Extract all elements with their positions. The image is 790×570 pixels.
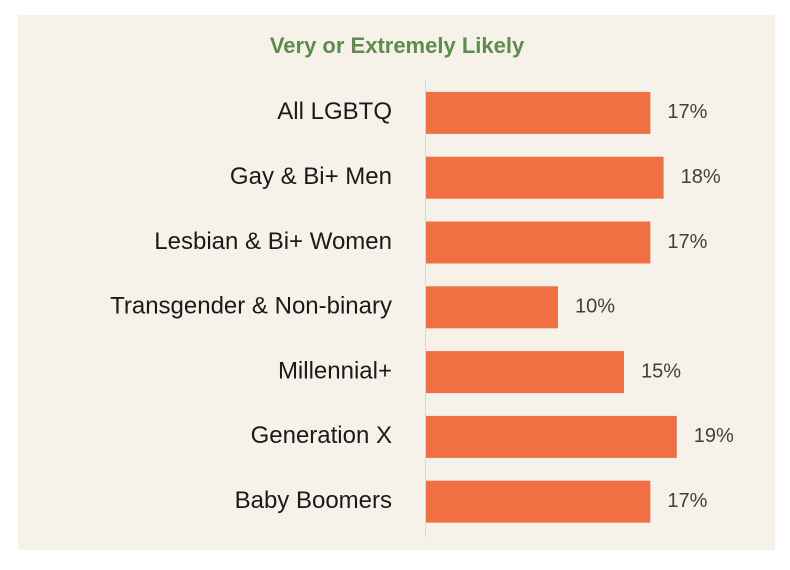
value-label: 17% [667,231,707,253]
category-label: Millennial+ [278,357,392,384]
value-label: 17% [667,490,707,512]
category-label: All LGBTQ [277,98,392,125]
value-label: 18% [681,166,721,188]
bar [426,91,651,134]
bar [426,351,624,394]
category-label: Gay & Bi+ Men [230,163,392,190]
category-label: Generation X [251,422,392,449]
bar [426,156,664,199]
chart-title: Very or Extremely Likely [270,33,525,58]
bar [426,480,651,523]
category-label: Baby Boomers [235,487,392,514]
value-label: 19% [694,425,734,447]
chart-background [18,15,775,550]
bar [426,286,558,329]
value-label: 17% [667,101,707,123]
category-label: Lesbian & Bi+ Women [154,228,392,255]
category-label: Transgender & Non-binary [110,293,392,320]
value-label: 10% [575,296,615,318]
value-label: 15% [641,360,681,382]
bar [426,415,677,458]
bar [426,221,651,264]
